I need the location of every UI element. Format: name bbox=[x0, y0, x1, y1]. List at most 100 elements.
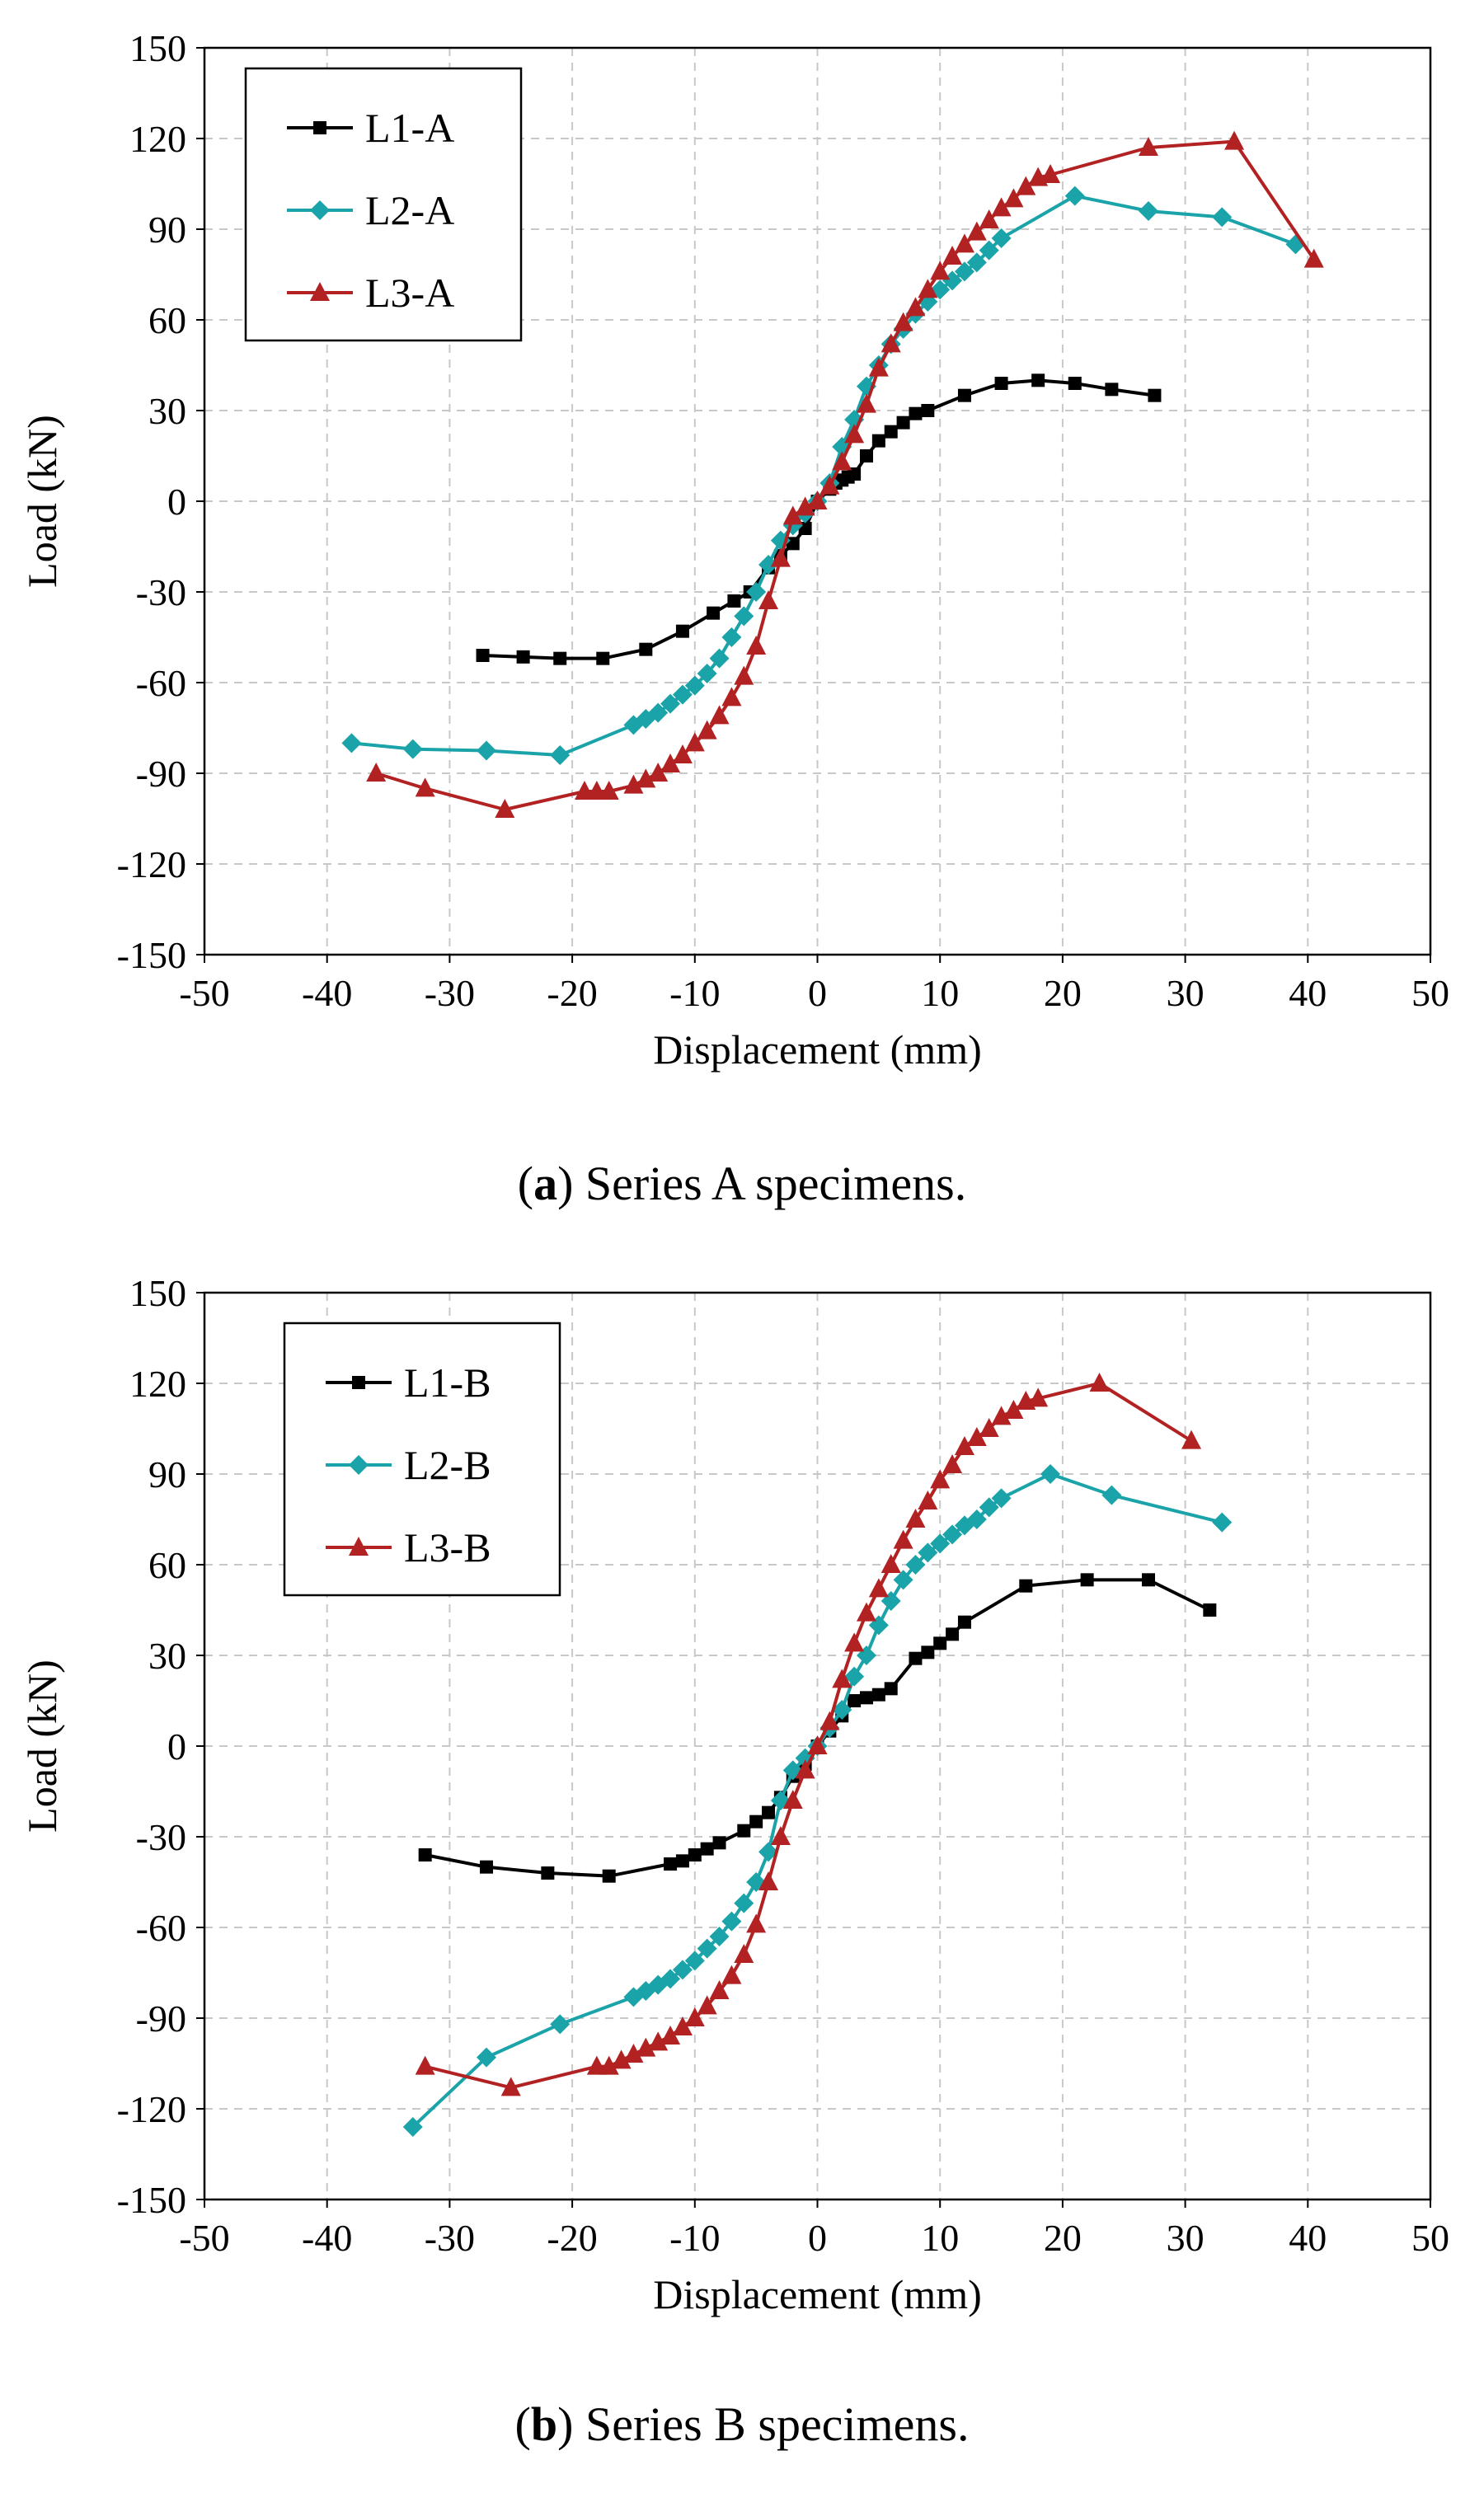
data-point bbox=[697, 720, 717, 739]
data-point bbox=[500, 2077, 521, 2096]
y-tick-label: 30 bbox=[148, 390, 186, 432]
data-point bbox=[660, 2026, 681, 2045]
data-point bbox=[648, 2031, 669, 2051]
data-point bbox=[709, 1927, 730, 1946]
legend-marker bbox=[349, 1537, 369, 1556]
data-point bbox=[1203, 1603, 1217, 1617]
data-point bbox=[1224, 130, 1245, 150]
y-tick-label: 120 bbox=[129, 118, 186, 160]
data-point bbox=[734, 1893, 754, 1913]
legend-item: L3-A bbox=[287, 270, 454, 316]
data-point bbox=[1141, 1573, 1155, 1587]
data-point bbox=[905, 1555, 926, 1575]
legend-label: L1-A bbox=[365, 105, 454, 151]
figure-caption: (b) Series B specimens. bbox=[515, 2397, 970, 2451]
data-point bbox=[623, 2044, 644, 2063]
data-point bbox=[909, 1651, 923, 1665]
data-point bbox=[979, 1418, 999, 1437]
data-point bbox=[832, 451, 852, 471]
data-point bbox=[966, 252, 987, 273]
x-axis-title: Displacement (mm) bbox=[653, 2271, 982, 2317]
x-tick-label: -10 bbox=[669, 2217, 720, 2259]
data-point bbox=[942, 246, 963, 265]
data-point bbox=[807, 491, 828, 509]
data-point bbox=[712, 1836, 726, 1850]
data-point bbox=[832, 1669, 852, 1688]
data-point bbox=[709, 1980, 730, 1999]
data-point bbox=[727, 594, 741, 608]
legend-item: L2-A bbox=[287, 187, 454, 233]
data-point bbox=[675, 1854, 689, 1868]
data-point bbox=[341, 733, 362, 754]
data-point bbox=[1068, 377, 1082, 390]
y-tick-label: -60 bbox=[136, 662, 186, 704]
data-point bbox=[415, 777, 435, 797]
y-tick-label: -30 bbox=[136, 571, 186, 613]
data-point bbox=[957, 1615, 971, 1629]
data-point bbox=[848, 1694, 862, 1707]
data-point bbox=[672, 744, 693, 763]
x-tick-label: 0 bbox=[808, 2217, 827, 2259]
data-point bbox=[859, 449, 873, 462]
data-point bbox=[893, 312, 913, 331]
data-point bbox=[684, 2007, 705, 2026]
data-point bbox=[734, 1944, 754, 1963]
data-point bbox=[930, 261, 951, 280]
data-point bbox=[918, 279, 938, 298]
data-point bbox=[660, 693, 681, 714]
legend-marker bbox=[313, 121, 326, 134]
y-tick-label: -90 bbox=[136, 753, 186, 795]
series-L3-B bbox=[415, 1373, 1202, 2096]
data-point bbox=[477, 2047, 497, 2068]
data-point bbox=[819, 1711, 840, 1730]
data-point bbox=[700, 1842, 714, 1856]
y-tick-label: -150 bbox=[117, 2179, 186, 2221]
data-point bbox=[707, 606, 721, 620]
data-point bbox=[896, 415, 910, 430]
data-point bbox=[918, 1542, 938, 1563]
data-point bbox=[1003, 188, 1024, 208]
x-tick-label: 40 bbox=[1289, 2217, 1327, 2259]
y-tick-label: 120 bbox=[129, 1363, 186, 1405]
legend-item: L2-B bbox=[326, 1442, 491, 1488]
data-point bbox=[954, 261, 974, 282]
data-point bbox=[884, 425, 898, 439]
data-point bbox=[881, 1554, 901, 1573]
data-point bbox=[991, 197, 1012, 217]
y-tick-label: -90 bbox=[136, 1998, 186, 2040]
data-point bbox=[795, 1759, 815, 1779]
data-point bbox=[477, 740, 497, 761]
plot-border bbox=[203, 1291, 1432, 2201]
data-point bbox=[553, 651, 567, 665]
y-tick-label: 60 bbox=[148, 299, 186, 341]
data-point bbox=[1212, 207, 1233, 228]
data-point bbox=[541, 1866, 555, 1880]
x-tick-label: -30 bbox=[425, 972, 475, 1014]
data-point bbox=[905, 1509, 926, 1528]
data-point bbox=[697, 1938, 717, 1959]
data-point bbox=[832, 1700, 852, 1720]
data-point bbox=[758, 1842, 779, 1862]
data-point bbox=[746, 636, 767, 655]
data-point bbox=[1016, 176, 1036, 195]
x-tick-label: -40 bbox=[302, 972, 352, 1014]
data-point bbox=[660, 754, 681, 772]
data-point bbox=[1003, 1400, 1024, 1419]
data-point bbox=[994, 377, 1008, 390]
x-tick-label: -20 bbox=[547, 2217, 597, 2259]
data-point bbox=[599, 781, 619, 800]
data-point bbox=[930, 1469, 951, 1489]
data-point bbox=[770, 547, 791, 567]
data-point bbox=[921, 1646, 935, 1660]
x-tick-label: 50 bbox=[1411, 2217, 1449, 2259]
x-tick-label: -10 bbox=[669, 972, 720, 1014]
data-point bbox=[675, 624, 689, 638]
data-point bbox=[770, 1826, 791, 1845]
legend-label: L3-A bbox=[365, 270, 454, 316]
data-point bbox=[942, 1454, 963, 1473]
data-point bbox=[758, 555, 779, 575]
data-point bbox=[1031, 373, 1045, 387]
legend-marker bbox=[352, 1376, 365, 1389]
data-point bbox=[844, 1632, 865, 1652]
y-tick-label: 150 bbox=[129, 1272, 186, 1314]
